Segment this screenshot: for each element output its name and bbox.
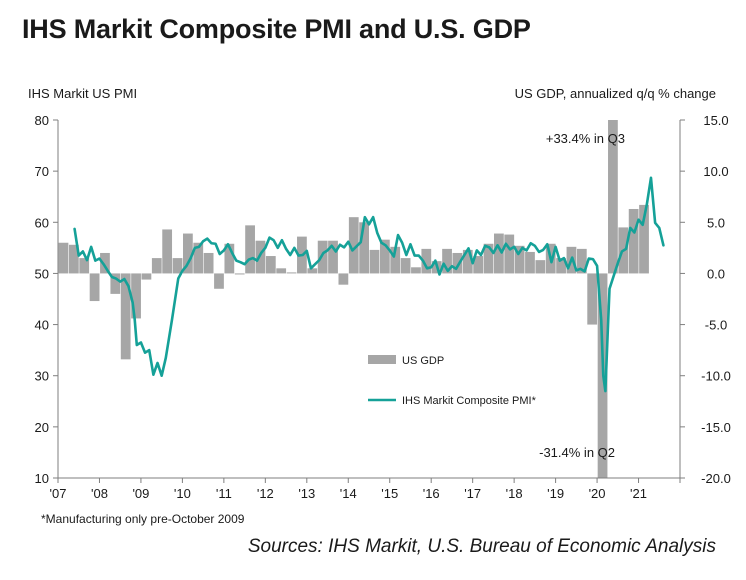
gdp-bar	[100, 252, 110, 274]
right-tick-label: 0.0	[707, 266, 725, 281]
gdp-bar	[442, 248, 452, 274]
left-tick-label: 70	[35, 164, 49, 179]
gdp-bar	[224, 243, 235, 274]
x-tick-label: '07	[50, 486, 67, 501]
gdp-bar	[131, 273, 141, 319]
gdp-bar	[328, 240, 338, 274]
x-tick-label: '11	[216, 486, 232, 501]
left-tick-label: 60	[35, 215, 49, 230]
x-tick-label: '12	[257, 486, 274, 501]
x-tick-label: '17	[464, 486, 481, 501]
gdp-bar	[255, 240, 266, 274]
left-axis-title: IHS Markit US PMI	[28, 86, 138, 101]
chart-title: IHS Markit Composite PMI and U.S. GDP	[22, 14, 531, 44]
x-tick-label: '14	[340, 486, 357, 501]
gdp-bar	[504, 234, 515, 274]
x-tick-label: '09	[132, 486, 149, 501]
gdp-bar	[120, 273, 131, 360]
x-tick-label: '08	[91, 486, 108, 501]
gdp-bar	[628, 208, 639, 274]
gdp-bar	[473, 256, 484, 274]
right-tick-label: 10.0	[703, 164, 728, 179]
gdp-bar	[359, 222, 369, 274]
gdp-bar	[462, 249, 473, 274]
x-tick-label: '13	[298, 486, 315, 501]
gdp-bar	[68, 244, 79, 274]
footnote: *Manufacturing only pre-October 2009	[41, 512, 245, 526]
chart-axes: 10 20 30 40 50 60 70 80 -20.0 -15.0 -10.0 -5.0 0.0 5.…	[35, 113, 731, 501]
legend-swatch-gdp	[368, 355, 396, 364]
right-tick-label: -20.0	[701, 471, 731, 486]
gdp-bar	[141, 273, 152, 280]
gdp-bar	[89, 273, 100, 302]
x-tick-label: '18	[506, 486, 523, 501]
gdp-bar	[286, 272, 297, 274]
gdp-bar	[514, 245, 525, 274]
gdp-bar	[535, 260, 546, 274]
left-tick-label: 40	[35, 318, 49, 333]
gdp-bar	[411, 267, 421, 274]
right-axis-title: US GDP, annualized q/q % change	[514, 86, 716, 101]
gdp-bar	[556, 258, 566, 274]
gdp-bar	[234, 273, 245, 275]
pmi-line-group	[73, 176, 665, 393]
gdp-bar	[265, 256, 276, 274]
gdp-bar	[639, 204, 649, 274]
gdp-bar	[525, 251, 535, 274]
gdp-bar	[58, 242, 69, 274]
gdp-bar	[608, 120, 618, 274]
left-tick-label: 30	[35, 369, 49, 384]
legend-label-pmi: IHS Markit Composite PMI*	[402, 395, 537, 407]
right-tick-label: 15.0	[703, 113, 728, 128]
gdp-bar	[151, 258, 162, 274]
gdp-bar	[483, 243, 494, 274]
gdp-bar	[400, 258, 411, 274]
gdp-bars	[58, 120, 649, 478]
chart-labels: US GDP IHS Markit Composite PMI* +33.4% in…	[368, 131, 625, 460]
gdp-bar	[172, 258, 183, 274]
gdp-bar	[193, 242, 204, 274]
x-tick-label: '10	[174, 486, 191, 501]
gdp-bar	[576, 248, 587, 274]
gdp-bar	[162, 229, 173, 274]
gdp-bar	[79, 258, 90, 274]
left-tick-label: 10	[35, 471, 49, 486]
left-tick-label: 80	[35, 113, 49, 128]
gdp-bar	[276, 268, 287, 274]
x-tick-label: '15	[381, 486, 398, 501]
gdp-bar	[183, 233, 193, 274]
gdp-bar	[379, 239, 390, 274]
gdp-bar	[214, 273, 224, 289]
right-tick-label: -5.0	[705, 318, 727, 333]
x-tick-label: '21	[630, 486, 647, 501]
gdp-bar	[348, 217, 359, 274]
gdp-bar	[587, 273, 598, 325]
pmi-line	[73, 176, 665, 393]
right-tick-label: -15.0	[701, 420, 731, 435]
left-tick-label: 20	[35, 420, 49, 435]
gdp-bar	[494, 233, 504, 274]
right-tick-label: -10.0	[701, 369, 731, 384]
gdp-bar	[203, 252, 214, 274]
gdp-bar	[421, 248, 432, 274]
right-tick-label: 5.0	[707, 215, 725, 230]
gdp-bar	[245, 225, 255, 274]
x-tick-label: '19	[547, 486, 564, 501]
gdp-bar	[369, 249, 380, 274]
sources-note: Sources: IHS Markit, U.S. Bureau of Econ…	[247, 536, 716, 557]
gdp-bar	[338, 273, 349, 285]
annotation-q2: -31.4% in Q2	[539, 445, 615, 460]
legend-label-gdp: US GDP	[402, 355, 444, 367]
left-tick-label: 50	[35, 266, 49, 281]
x-tick-label: '20	[589, 486, 606, 501]
gdp-bar	[307, 268, 318, 274]
gdp-bar	[452, 252, 463, 274]
gdp-bar	[317, 240, 328, 274]
gdp-bar	[110, 273, 121, 294]
gdp-bar	[390, 246, 401, 274]
annotation-q3: +33.4% in Q3	[546, 131, 625, 146]
x-tick-label: '16	[423, 486, 440, 501]
